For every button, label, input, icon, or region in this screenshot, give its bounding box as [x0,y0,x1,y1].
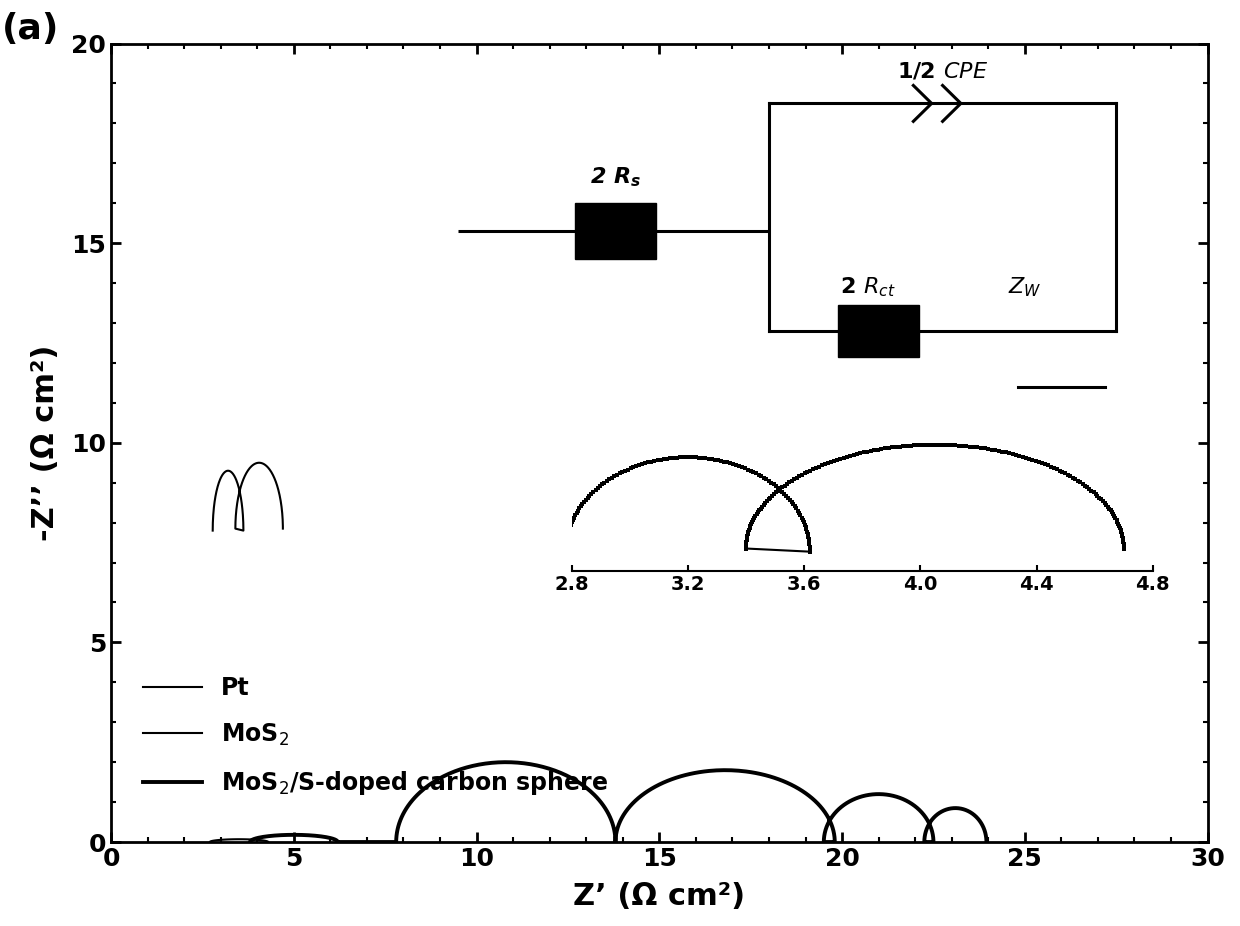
Bar [838,305,919,357]
Text: 1/2 $\it{CPE}$: 1/2 $\it{CPE}$ [897,60,988,81]
Text: 2 $\bfit{R_s}$: 2 $\bfit{R_s}$ [590,166,641,189]
Bar [575,203,656,259]
Text: 2 $\it{R_{ct}}$: 2 $\it{R_{ct}}$ [839,275,895,299]
Text: W: W [976,365,1001,385]
Y-axis label: -Z’’ (Ω cm²): -Z’’ (Ω cm²) [31,344,60,541]
Legend: Pt, MoS$_2$, MoS$_2$/S-doped carbon sphere: Pt, MoS$_2$, MoS$_2$/S-doped carbon sphe… [134,667,618,807]
Text: (a): (a) [1,12,58,45]
X-axis label: Z’ (Ω cm²): Z’ (Ω cm²) [573,882,745,911]
Text: $\it{Z_W}$: $\it{Z_W}$ [1008,275,1042,299]
